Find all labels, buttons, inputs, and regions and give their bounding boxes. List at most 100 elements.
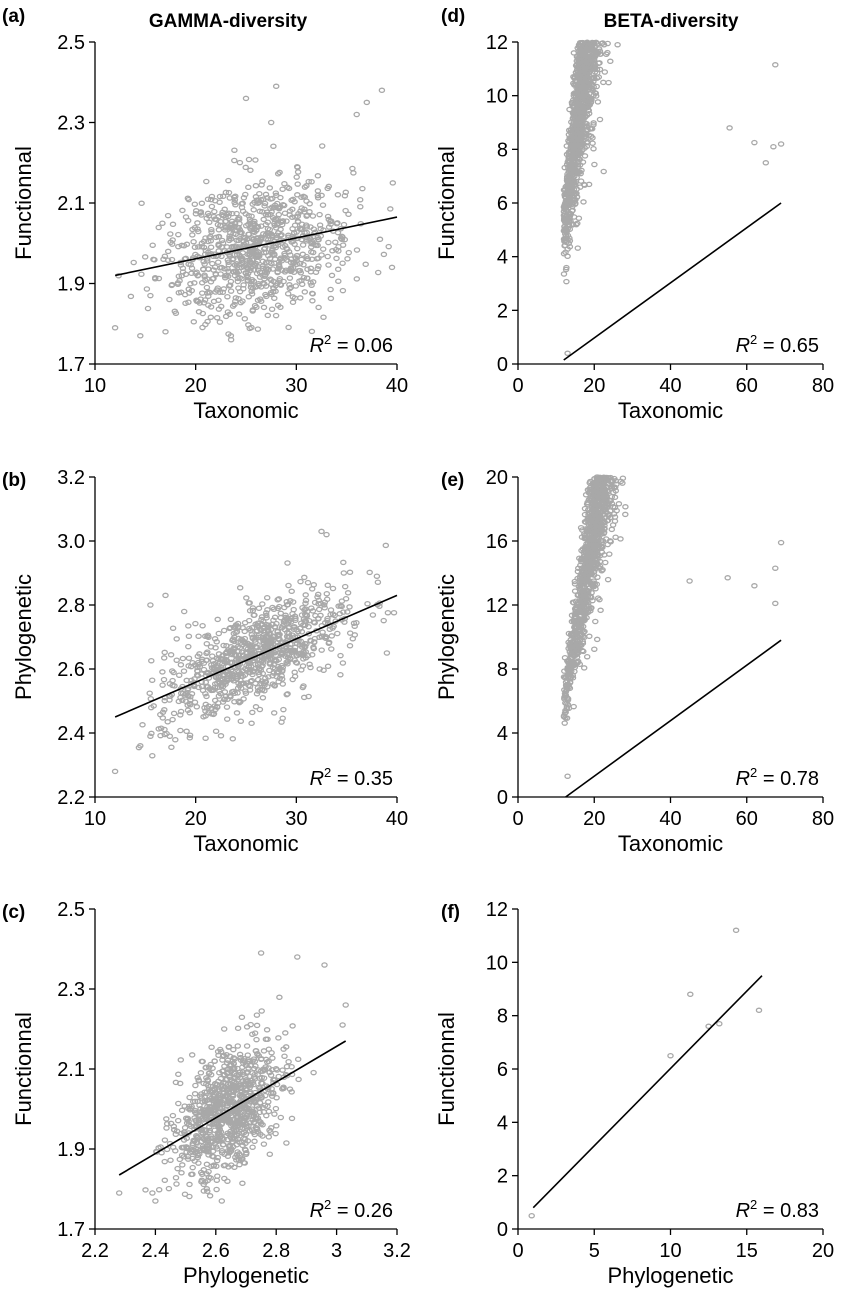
data-point bbox=[264, 312, 272, 319]
data-point bbox=[732, 927, 740, 934]
y-tick-label: 2.5 bbox=[57, 899, 85, 921]
data-point bbox=[218, 1135, 226, 1142]
points-d bbox=[560, 39, 785, 357]
data-point bbox=[258, 1008, 265, 1014]
data-point bbox=[248, 632, 256, 638]
data-point bbox=[228, 210, 236, 217]
data-point bbox=[579, 147, 586, 153]
data-point bbox=[565, 240, 573, 247]
data-point bbox=[349, 165, 356, 172]
data-point bbox=[279, 1067, 286, 1073]
data-point bbox=[570, 119, 577, 125]
data-point bbox=[188, 265, 196, 271]
fit-line-b bbox=[114, 594, 398, 718]
data-point bbox=[147, 602, 154, 608]
x-tick-label: 20 bbox=[812, 1240, 834, 1262]
data-point bbox=[243, 595, 250, 601]
data-point bbox=[276, 631, 283, 638]
x-tick-label: 0 bbox=[512, 375, 523, 397]
x-tick-label: 2.6 bbox=[202, 1240, 230, 1262]
data-point bbox=[194, 1134, 201, 1140]
data-point bbox=[344, 590, 352, 596]
data-point bbox=[573, 221, 580, 228]
data-point bbox=[366, 569, 373, 576]
y-tick-label: 2.1 bbox=[57, 193, 85, 215]
data-point bbox=[570, 50, 578, 56]
data-point bbox=[597, 607, 604, 614]
data-point bbox=[266, 1069, 273, 1076]
data-point bbox=[185, 299, 192, 305]
data-point bbox=[177, 1057, 185, 1063]
data-point bbox=[169, 221, 177, 228]
data-point bbox=[211, 1058, 218, 1064]
data-point bbox=[284, 184, 291, 191]
x-tick-label: 40 bbox=[386, 375, 408, 397]
data-point bbox=[334, 266, 342, 273]
data-point bbox=[289, 1023, 296, 1029]
data-point bbox=[303, 229, 310, 236]
data-point bbox=[308, 249, 315, 255]
data-point bbox=[262, 269, 269, 275]
data-point bbox=[244, 1052, 252, 1058]
data-point bbox=[189, 226, 196, 233]
data-point bbox=[374, 579, 382, 585]
data-point bbox=[314, 591, 322, 598]
data-point bbox=[205, 213, 213, 219]
data-point bbox=[262, 610, 270, 616]
data-point bbox=[189, 1098, 197, 1105]
data-point bbox=[233, 710, 241, 716]
data-point bbox=[202, 247, 210, 254]
data-point bbox=[210, 711, 218, 717]
data-point bbox=[208, 193, 216, 200]
data-point bbox=[172, 1079, 180, 1086]
data-point bbox=[324, 253, 331, 260]
data-point bbox=[233, 629, 241, 635]
data-point bbox=[248, 288, 255, 295]
data-point bbox=[238, 1014, 246, 1021]
data-point bbox=[185, 286, 193, 292]
data-point bbox=[270, 606, 278, 612]
data-point bbox=[299, 604, 306, 611]
data-point bbox=[272, 244, 280, 251]
data-point bbox=[264, 607, 271, 613]
data-point bbox=[585, 107, 593, 114]
data-point bbox=[716, 1020, 723, 1027]
data-point bbox=[307, 224, 314, 230]
data-point bbox=[322, 635, 329, 642]
data-point bbox=[232, 193, 239, 200]
data-point bbox=[169, 625, 177, 631]
data-point bbox=[231, 199, 238, 206]
data-point bbox=[304, 275, 311, 281]
data-point bbox=[161, 649, 168, 656]
data-point bbox=[226, 233, 233, 240]
data-point bbox=[213, 703, 221, 710]
data-point bbox=[283, 633, 291, 640]
data-point bbox=[263, 641, 271, 648]
data-point bbox=[224, 273, 232, 279]
data-point bbox=[263, 594, 271, 601]
data-point bbox=[227, 288, 235, 294]
data-point bbox=[152, 1198, 159, 1204]
data-point bbox=[259, 209, 266, 215]
data-point bbox=[289, 599, 297, 605]
data-point bbox=[751, 139, 758, 146]
data-point bbox=[187, 281, 194, 287]
data-point bbox=[608, 526, 616, 533]
data-point bbox=[204, 1077, 212, 1084]
data-point bbox=[223, 716, 231, 722]
data-point bbox=[249, 201, 256, 207]
data-point bbox=[277, 281, 284, 288]
data-point bbox=[264, 233, 272, 239]
data-point bbox=[359, 185, 366, 192]
data-point bbox=[297, 578, 304, 585]
data-point bbox=[201, 1094, 209, 1101]
data-point bbox=[207, 1061, 214, 1068]
points-b bbox=[111, 528, 398, 775]
data-point bbox=[312, 269, 320, 275]
data-point bbox=[341, 619, 348, 625]
data-point bbox=[246, 258, 254, 265]
data-point bbox=[194, 220, 201, 226]
data-point bbox=[240, 639, 248, 645]
